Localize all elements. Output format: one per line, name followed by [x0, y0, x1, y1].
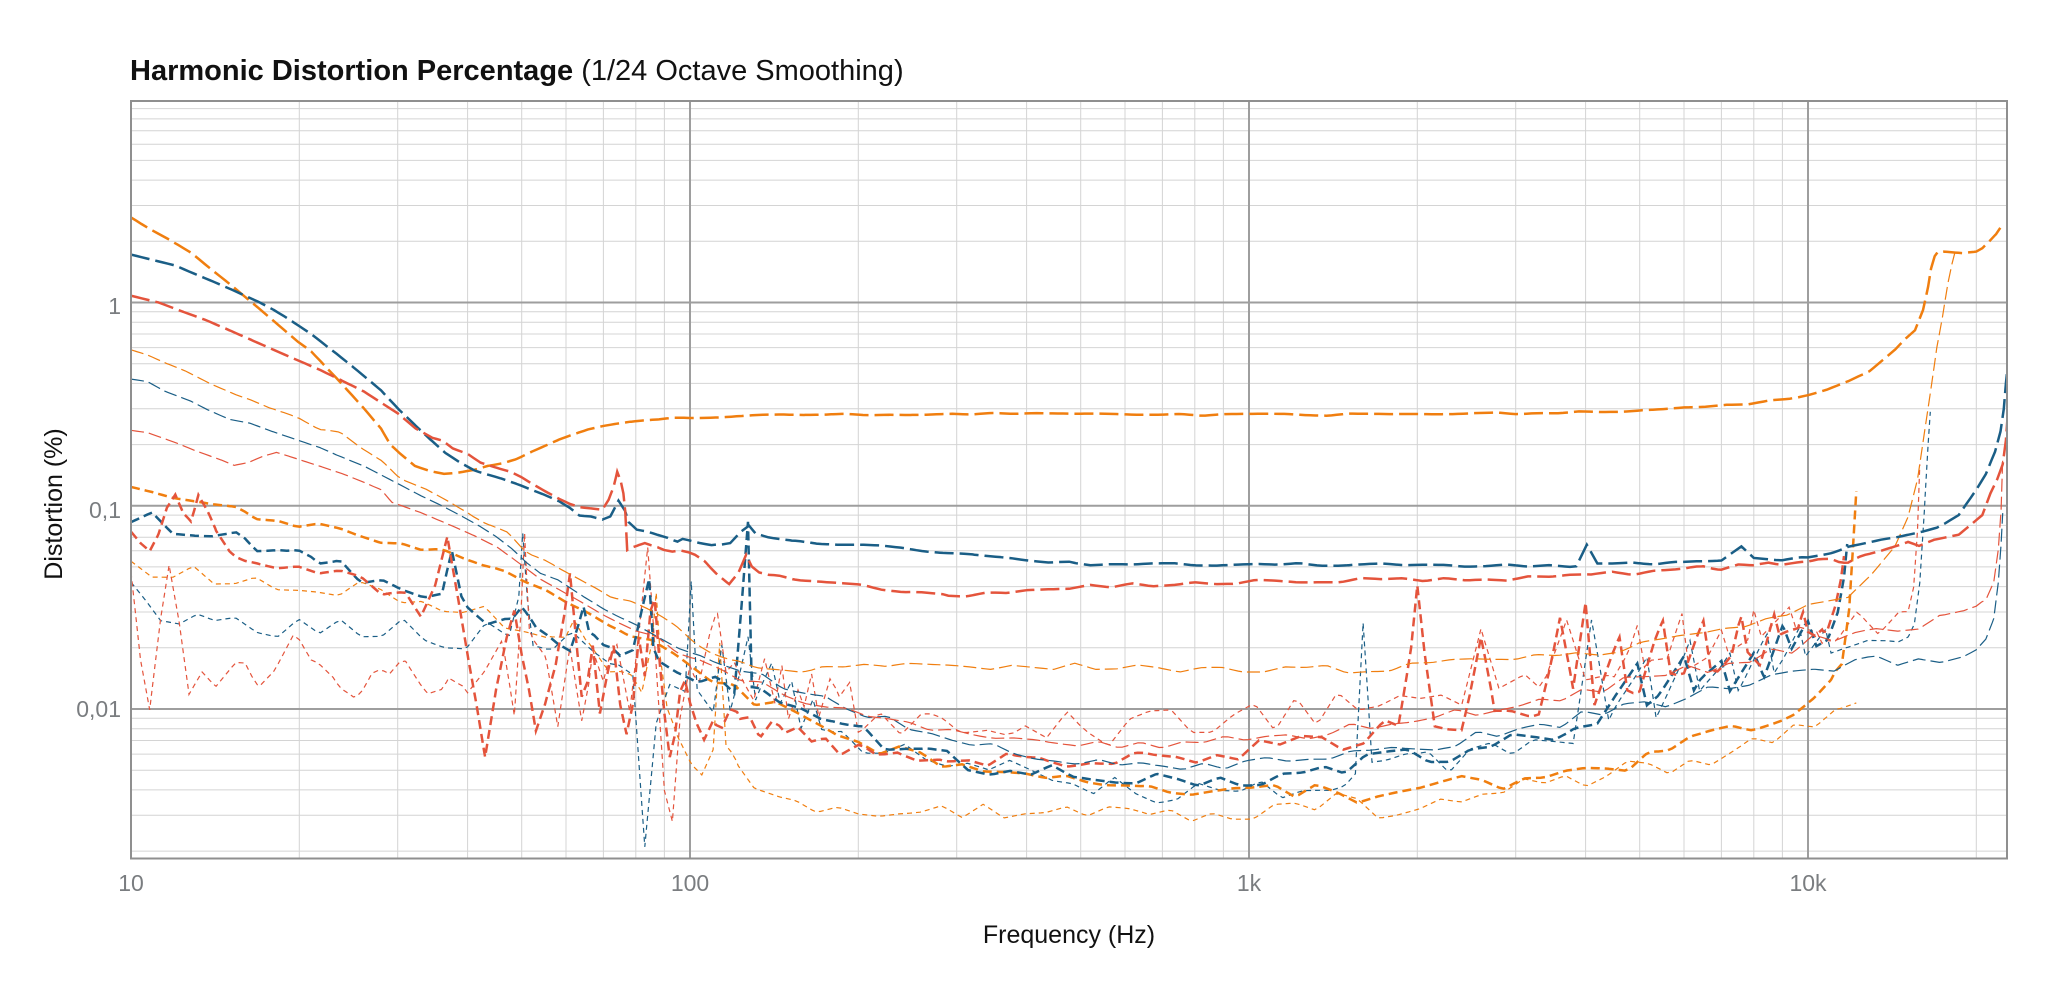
svg-text:100: 100: [671, 870, 709, 896]
svg-text:10: 10: [118, 870, 144, 896]
svg-text:Harmonic Distortion Percentage: Harmonic Distortion Percentage (1/24 Oct…: [130, 55, 904, 87]
svg-text:1k: 1k: [1237, 870, 1262, 896]
svg-text:1: 1: [108, 293, 121, 319]
svg-text:Frequency (Hz): Frequency (Hz): [983, 921, 1155, 949]
svg-text:Distortion (%): Distortion (%): [40, 428, 68, 579]
svg-text:10k: 10k: [1789, 870, 1827, 896]
svg-text:0,01: 0,01: [76, 696, 121, 722]
svg-text:0,1: 0,1: [89, 497, 121, 523]
